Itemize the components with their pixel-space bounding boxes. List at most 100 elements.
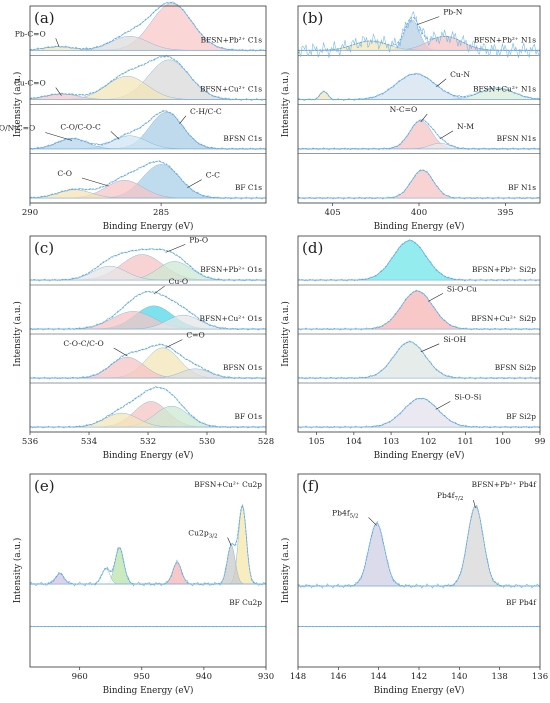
x-tick-label: 146	[330, 672, 346, 682]
annotation-subscript: 3/2	[209, 533, 218, 539]
leader-line	[435, 401, 451, 410]
peak-annotation: Cu-N	[450, 70, 470, 79]
plot-frame	[297, 235, 541, 433]
y-axis-label: Intensity (a.u.)	[12, 301, 23, 367]
x-tick-label: 136	[532, 672, 548, 682]
leader-line	[179, 115, 187, 125]
peak-component	[30, 573, 266, 585]
x-tick-label: 99	[535, 437, 546, 447]
leader-line	[417, 16, 440, 25]
leader-line	[436, 78, 447, 88]
peak-component	[298, 397, 540, 428]
y-axis-label: Intensity (a.u.)	[12, 538, 23, 604]
spectrum-label: BF N1s	[508, 183, 536, 192]
x-tick-label: 100	[495, 437, 511, 447]
peak-annotation: Si-OH	[443, 335, 466, 344]
raw-spectrum	[29, 248, 267, 282]
peak-annotation: Pb4f7/2	[437, 491, 463, 502]
peak-annotation: Pb-N	[443, 8, 463, 17]
raw-spectrum	[297, 72, 541, 102]
x-tick-label: 930	[258, 672, 274, 682]
x-tick-label: 102	[420, 437, 436, 447]
panel-letter: (e)	[34, 477, 55, 495]
y-axis-label: Intensity (a.u.)	[280, 538, 291, 604]
x-tick-label: 534	[81, 437, 97, 447]
peak-annotation: N-M	[457, 122, 474, 131]
peak-annotation: Si-O-Si	[454, 392, 481, 401]
x-tick-label: 960	[72, 672, 88, 682]
raw-spectrum	[297, 504, 541, 589]
x-axis-label: Binding Energy (eV)	[103, 221, 194, 232]
x-tick-label: 405	[324, 208, 340, 218]
panel-a: BF C1s BFSN C1s BFSN+Cu²⁺ C1s BFSN+Pb²⁺ C1s…	[0, 1, 267, 232]
x-axis-label: Binding Energy (eV)	[374, 685, 465, 696]
annotation-subscript: 5/2	[350, 513, 359, 519]
leader-line	[165, 339, 183, 348]
spectrum-label: BFSN+Cu²⁺ Cu2p	[194, 480, 262, 489]
raw-spectrum	[297, 11, 541, 59]
x-axis-label: Binding Energy (eV)	[374, 450, 465, 461]
plot-frame	[29, 5, 267, 204]
panel-b: BF N1s BFSN N1s BFSN+Cu²⁺ N1s BFSN+Pb²⁺ N1s…	[280, 5, 541, 232]
y-axis-label: Intensity (a.u.)	[280, 72, 291, 138]
leader-line	[420, 343, 440, 353]
raw-spectrum	[29, 503, 267, 587]
peak-component	[30, 545, 266, 585]
peak-annotation: C-O-C/C-O	[63, 339, 103, 348]
raw-spectrum	[297, 397, 541, 429]
y-axis-label: Intensity (a.u.)	[280, 301, 291, 367]
x-tick-label: 138	[492, 672, 508, 682]
peak-annotation: C-C	[206, 171, 220, 180]
spectrum-label: BF Pb4f	[506, 598, 537, 607]
peak-component	[297, 90, 541, 100]
spectrum-label: BF Cu2p	[229, 598, 262, 607]
x-tick-label: 285	[153, 208, 169, 218]
x-tick-label: 148	[290, 672, 306, 682]
raw-spectrum	[29, 55, 267, 102]
peak-component	[298, 505, 540, 587]
leader-line	[55, 38, 60, 47]
spectrum-label: BF C1s	[235, 183, 262, 192]
annotation-subscript: 7/2	[455, 496, 464, 502]
spectrum-label: BFSN+Cu²⁺ O1s	[200, 314, 263, 323]
leader-line	[45, 132, 73, 141]
leader-line	[428, 293, 444, 302]
spectrum-label: BFSN+Cu²⁺ Si2p	[471, 314, 536, 323]
spectrum-label: BFSN+Cu²⁺ C1s	[200, 85, 262, 94]
x-tick-label: 101	[457, 437, 473, 447]
raw-spectrum	[297, 289, 541, 331]
panel-e: BF Cu2p BFSN+Cu²⁺ Cu2p Cu2p3/2 960 950 940 930…	[12, 473, 274, 696]
spectrum-label: BFSN+Pb²⁺ N1s	[474, 35, 536, 44]
x-tick-label: 395	[497, 208, 513, 218]
x-tick-label: 536	[22, 437, 38, 447]
peak-component	[298, 290, 540, 330]
peak-annotation: O-C=O/N-C=O	[0, 123, 35, 132]
leader-line	[153, 285, 165, 295]
peak-annotation: C-O/C-O-C	[60, 122, 101, 131]
spectrum-label: BFSN+Pb²⁺ C1s	[201, 35, 263, 44]
panel-letter: (c)	[34, 239, 54, 257]
raw-spectrum	[29, 1, 267, 52]
panel-letter: (b)	[302, 9, 323, 27]
peak-annotation: C=O	[186, 331, 204, 340]
x-tick-label: 532	[140, 437, 156, 447]
spectrum-label: BFSN+Pb²⁺ Pb4f	[472, 480, 538, 489]
peak-component	[298, 523, 540, 587]
raw-spectrum	[297, 340, 541, 380]
raw-spectrum	[29, 343, 267, 380]
spectrum-label: BFSN+Pb²⁺ Si2p	[472, 265, 536, 274]
spectrum-label: BF Si2p	[506, 412, 536, 421]
spectrum-label: BFSN N1s	[497, 134, 537, 143]
x-tick-label: 940	[196, 672, 212, 682]
x-tick-label: 105	[308, 437, 324, 447]
spectrum-label: BFSN Si2p	[495, 363, 537, 372]
peak-annotation: Cu2p3/2	[188, 528, 217, 539]
fit-envelope	[298, 290, 540, 330]
peak-annotation: Cu-O	[169, 277, 189, 286]
leader-line	[420, 113, 428, 123]
raw-spectrum	[29, 290, 267, 331]
leader-line	[439, 130, 454, 140]
plot-frame	[297, 473, 541, 668]
leader-line	[55, 87, 62, 96]
